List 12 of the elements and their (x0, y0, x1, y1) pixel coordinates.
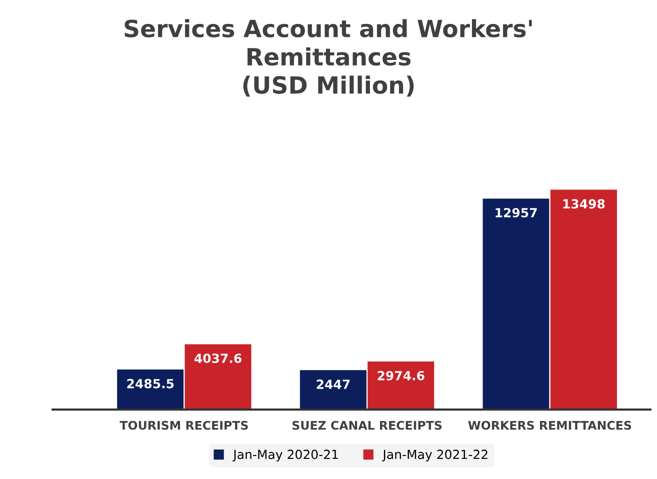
x-tick-label: TOURISM RECEIPTS (120, 420, 248, 430)
legend-label: Jan-May 2020-21 (232, 450, 338, 462)
x-tick-label: SUEZ CANAL RECEIPTS (292, 420, 442, 430)
legend-label: Jan-May 2021-22 (382, 450, 488, 462)
chart-title: Services Account and Workers' Remittances (USD Million) (124, 19, 532, 97)
data-label: 4037.6 (194, 354, 242, 364)
data-label: 2974.6 (378, 370, 424, 380)
data-label: 13498 (563, 199, 605, 209)
data-label: 12957 (496, 208, 537, 218)
data-label: 2447 (316, 380, 350, 389)
x-tick-label: WORKERS REMITTANCES (468, 420, 632, 430)
data-label: 2485.5 (127, 378, 174, 388)
